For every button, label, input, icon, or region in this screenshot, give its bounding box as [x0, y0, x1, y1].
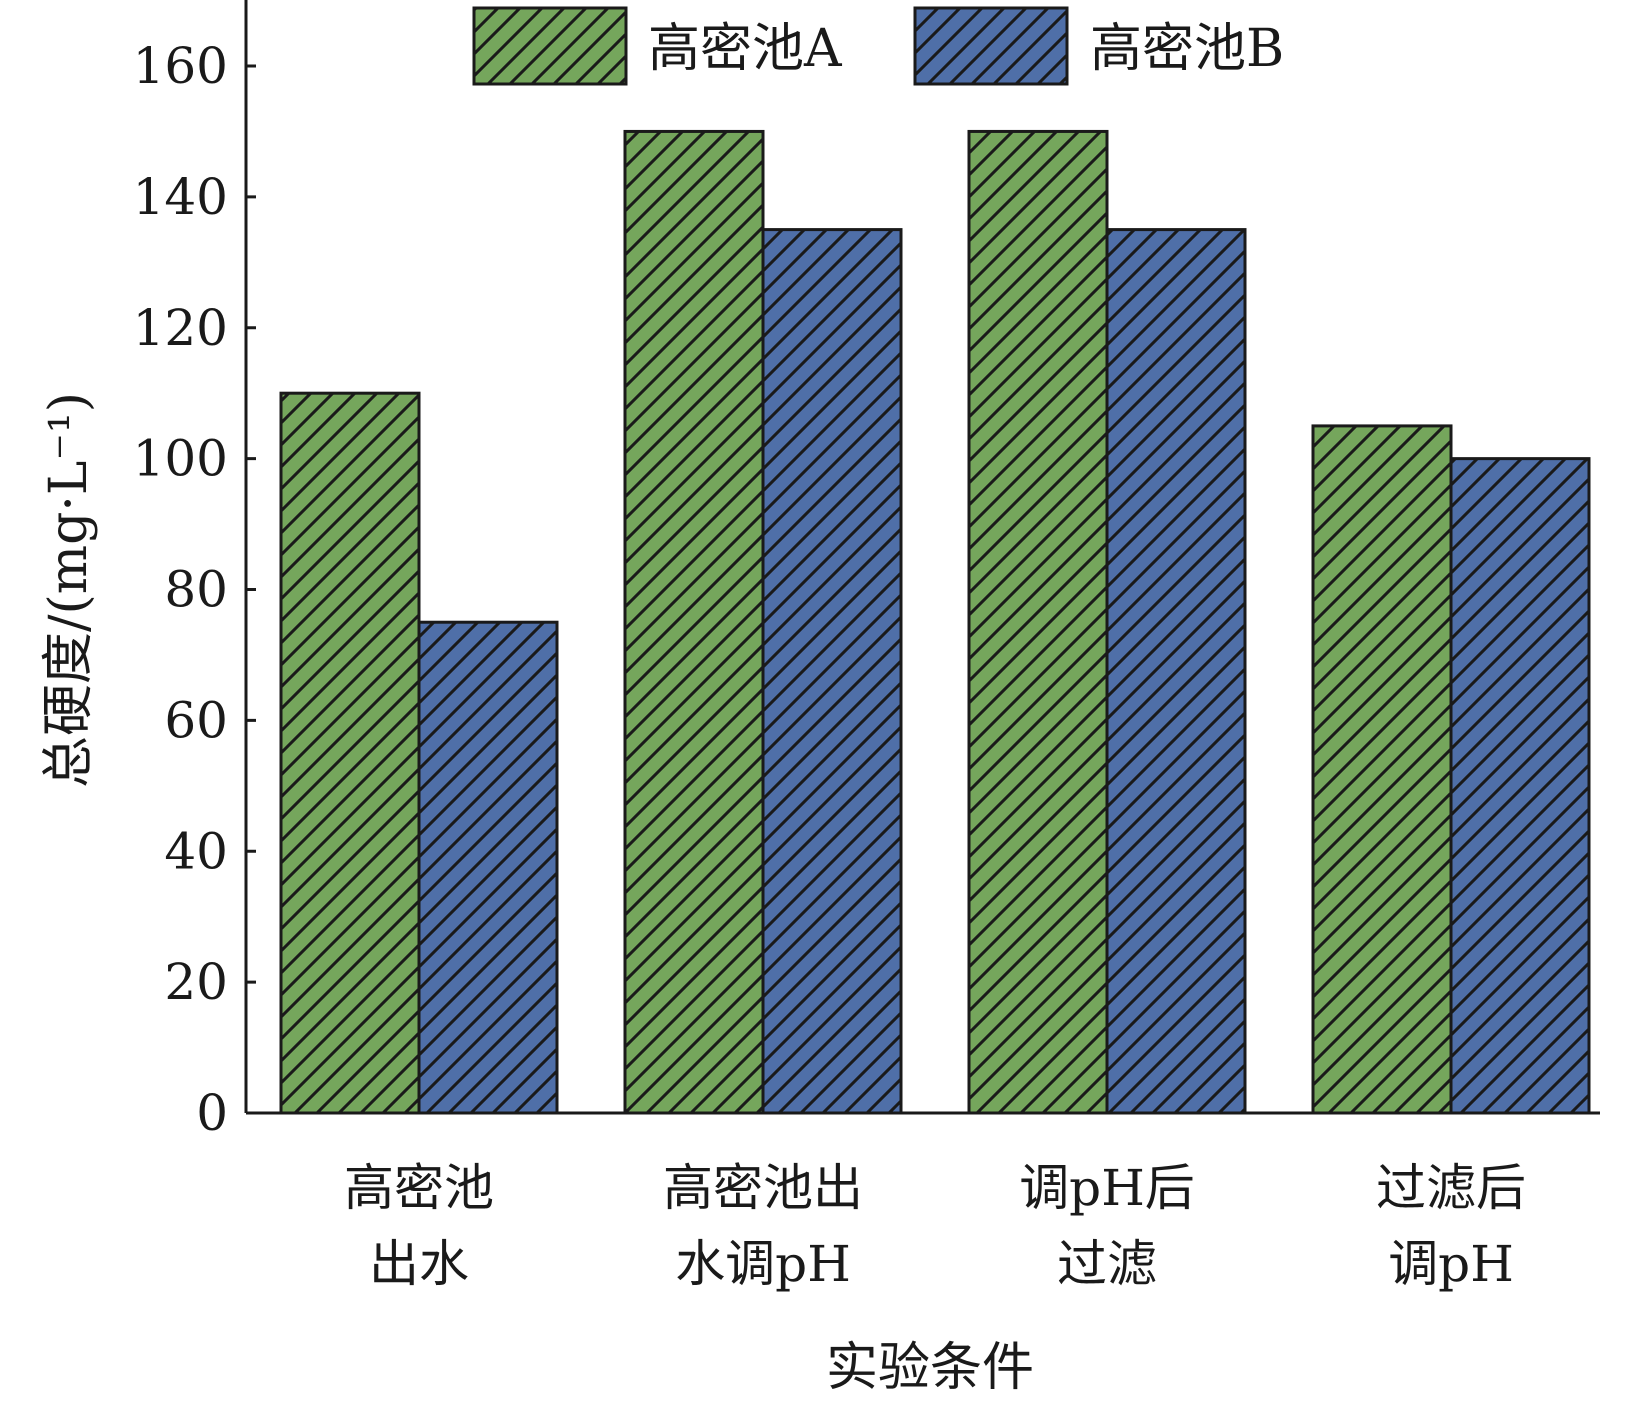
legend-item-0: 高密池A [472, 6, 843, 86]
y-tick-label-5: 100 [133, 430, 228, 488]
y-tick-label-3: 60 [164, 691, 228, 749]
category-label-0-1: 出水 [369, 1235, 469, 1293]
y-tick-label-1: 20 [164, 953, 228, 1011]
category-label-1-0: 高密池出 [663, 1159, 863, 1217]
bar-b-3 [1449, 457, 1591, 1115]
category-label-0-0: 高密池 [344, 1159, 494, 1217]
legend-item-1: 高密池B [913, 6, 1284, 86]
bar-a-2 [967, 129, 1109, 1115]
category-label-1-1: 水调pH [675, 1235, 851, 1293]
legend-label-0: 高密池A [648, 19, 843, 79]
y-tick-label-0: 0 [196, 1084, 228, 1142]
bar-b-2 [1105, 228, 1247, 1115]
y-tick-label-6: 120 [133, 299, 228, 357]
x-axis-title: 实验条件 [826, 1338, 1034, 1398]
y-tick-label-7: 140 [133, 168, 228, 226]
y-tick-label-2: 40 [164, 822, 228, 880]
category-label-3-0: 过滤后 [1376, 1159, 1526, 1217]
bar-a-0 [279, 391, 421, 1115]
y-tick-label-4: 80 [164, 561, 228, 619]
legend-label-1: 高密池B [1090, 19, 1284, 79]
y-tick-label-8: 160 [133, 37, 228, 95]
bars [279, 129, 1591, 1115]
legend: 高密池A 高密池B [472, 6, 1284, 86]
y-axis-title: 总硬度/(mg·L⁻¹) [39, 392, 99, 788]
category-label-2-0: 调pH后 [1019, 1159, 1195, 1217]
bar-b-0 [417, 620, 559, 1115]
labels: 020406080100120140160高密池出水高密池出水调pH调pH后过滤… [39, 37, 1526, 1398]
axes [244, 0, 1600, 1115]
category-label-2-1: 过滤 [1057, 1235, 1157, 1293]
bar-a-3 [1311, 424, 1453, 1115]
bar-a-1 [623, 129, 765, 1115]
category-label-3-1: 调pH [1388, 1235, 1514, 1293]
bar-b-1 [761, 228, 903, 1115]
